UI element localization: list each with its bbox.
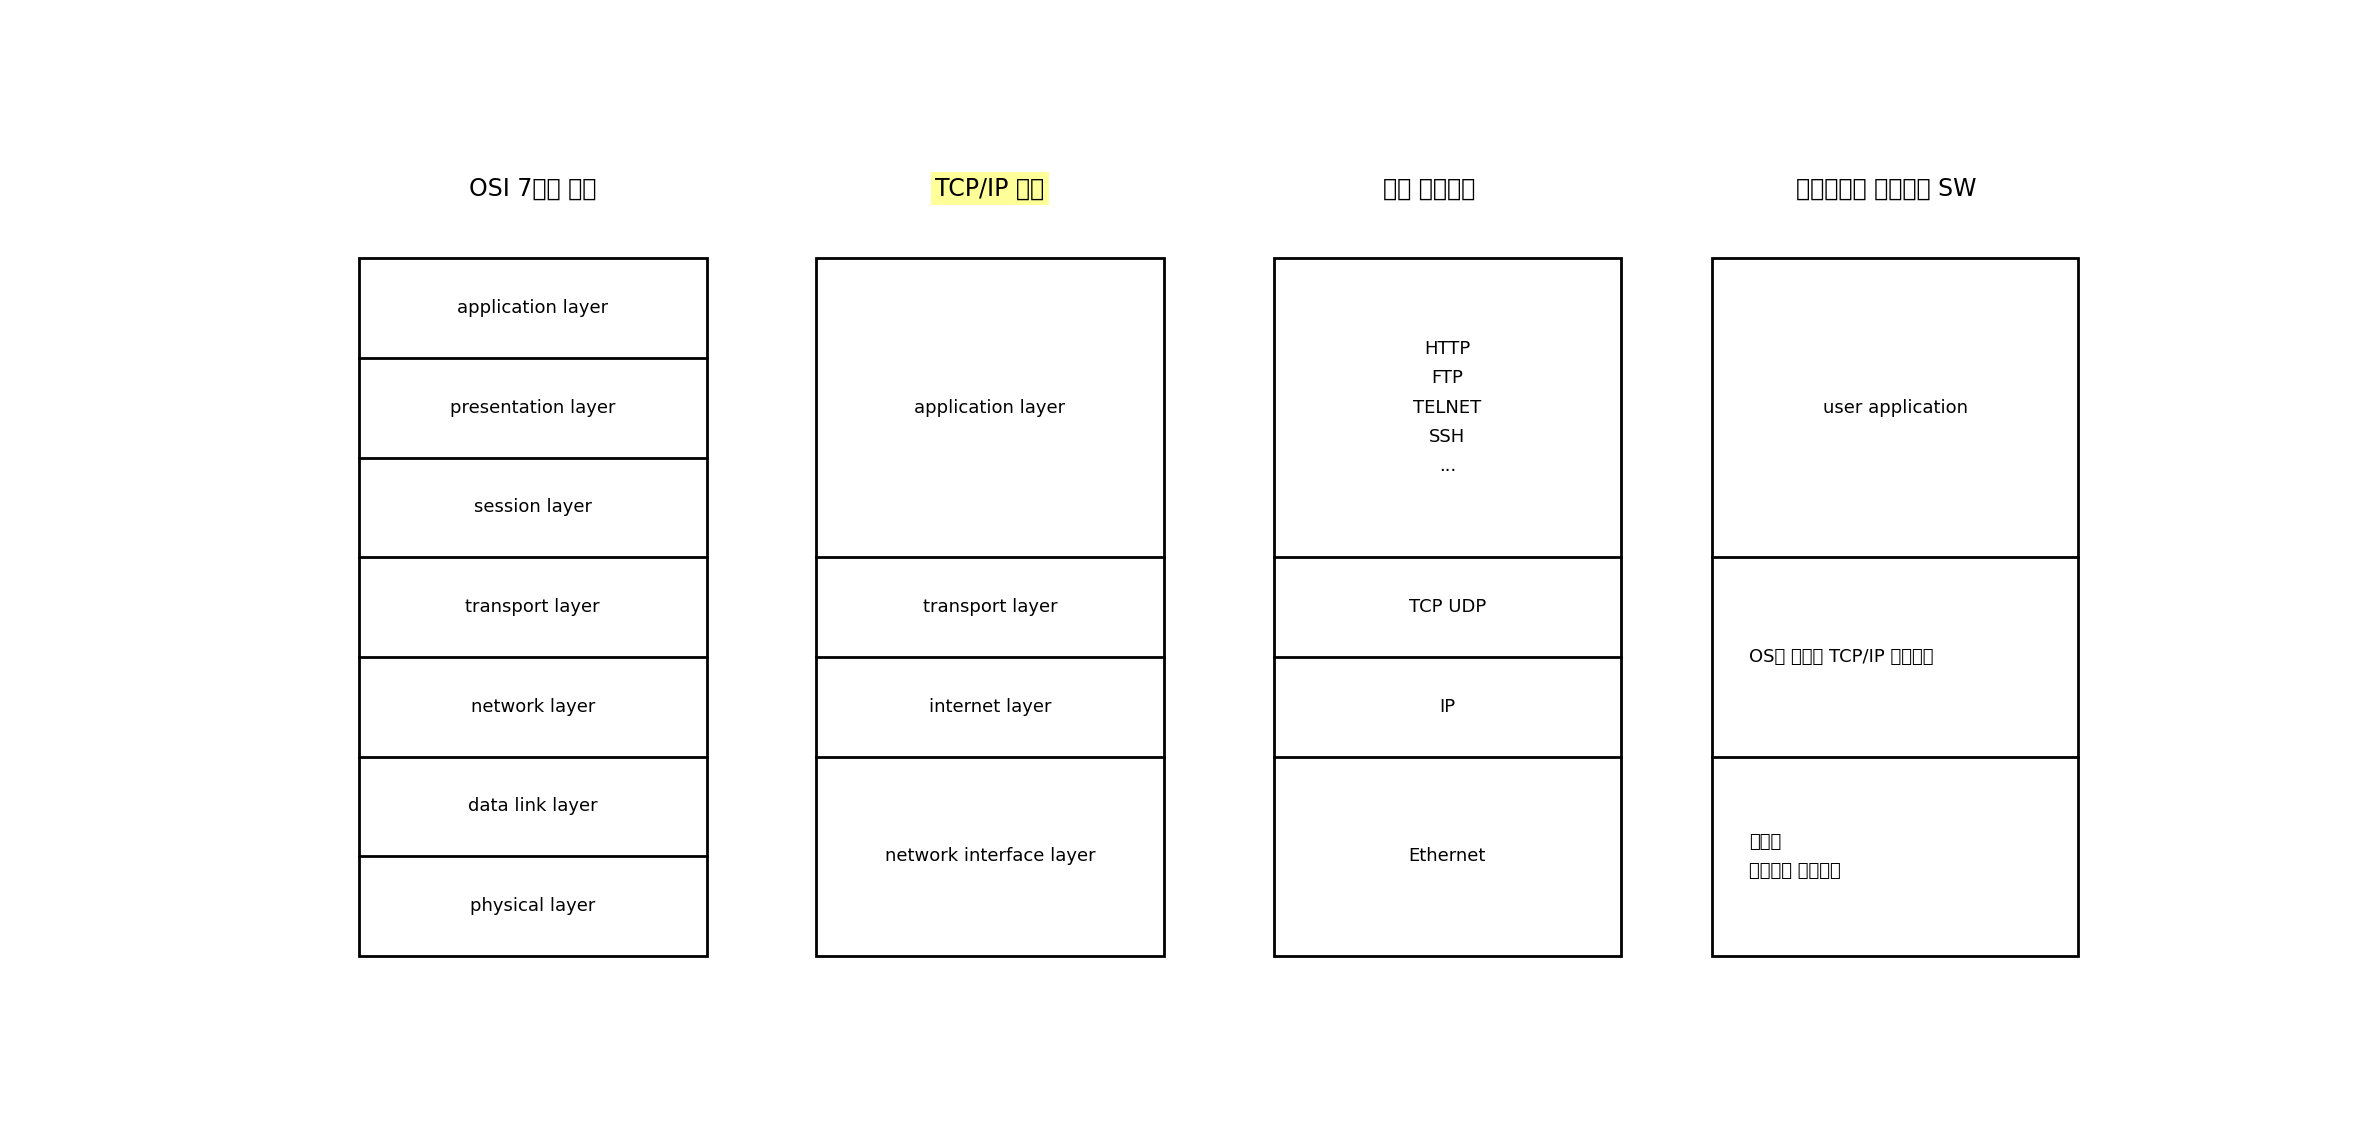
Text: data link layer: data link layer <box>467 798 597 816</box>
Text: IP: IP <box>1440 698 1456 716</box>
Bar <box>1713 258 2079 956</box>
Text: TCP UDP: TCP UDP <box>1409 598 1487 616</box>
Text: OSI 7계층 모델: OSI 7계층 모델 <box>470 177 597 201</box>
Text: transport layer: transport layer <box>923 598 1057 616</box>
Text: application layer: application layer <box>458 299 609 317</box>
Text: 주요 프로토콜: 주요 프로토콜 <box>1383 177 1475 201</box>
Text: 프로토콜을 구현하는 SW: 프로토콜을 구현하는 SW <box>1796 177 1975 201</box>
Text: TCP/IP 모델: TCP/IP 모델 <box>935 177 1045 201</box>
Text: physical layer: physical layer <box>470 897 595 915</box>
Text: user application: user application <box>1822 399 1968 417</box>
Bar <box>817 258 1163 956</box>
Text: OS에 내장된 TCP/IP 프로그램: OS에 내장된 TCP/IP 프로그램 <box>1749 648 1933 666</box>
Text: session layer: session layer <box>474 499 592 517</box>
Text: application layer: application layer <box>913 399 1067 417</box>
Bar <box>359 258 706 956</box>
Text: network interface layer: network interface layer <box>885 847 1095 866</box>
Bar <box>1274 258 1621 956</box>
Text: Ethernet: Ethernet <box>1409 847 1487 866</box>
Text: network layer: network layer <box>470 698 595 716</box>
Text: internet layer: internet layer <box>930 698 1050 716</box>
Text: 랜카드
디바이스 드라이버: 랜카드 디바이스 드라이버 <box>1749 833 1841 880</box>
Text: HTTP
FTP
TELNET
SSH
...: HTTP FTP TELNET SSH ... <box>1414 340 1482 475</box>
Text: presentation layer: presentation layer <box>451 399 616 417</box>
Text: transport layer: transport layer <box>465 598 599 616</box>
